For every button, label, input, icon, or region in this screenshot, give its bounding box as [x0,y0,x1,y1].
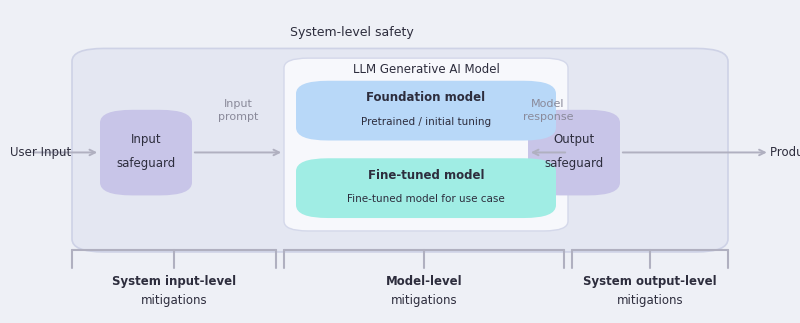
Text: Fine-tuned model for use case: Fine-tuned model for use case [347,194,505,204]
Text: LLM Generative AI Model: LLM Generative AI Model [353,63,500,76]
Text: System input-level: System input-level [112,275,236,287]
Text: Model-level: Model-level [386,275,462,287]
Text: mitigations: mitigations [617,294,683,307]
FancyBboxPatch shape [100,110,192,195]
Text: safeguard: safeguard [544,157,604,170]
Text: Fine-tuned model: Fine-tuned model [368,169,484,182]
FancyBboxPatch shape [284,58,568,231]
FancyBboxPatch shape [528,110,620,195]
Text: User Input: User Input [10,146,71,159]
FancyBboxPatch shape [296,158,556,218]
Text: Input: Input [130,133,162,146]
FancyBboxPatch shape [72,48,728,252]
Text: mitigations: mitigations [141,294,207,307]
Text: Output: Output [554,133,594,146]
Text: safeguard: safeguard [116,157,176,170]
Text: Product Output: Product Output [770,146,800,159]
Text: Pretrained / initial tuning: Pretrained / initial tuning [361,117,491,127]
Text: Foundation model: Foundation model [366,91,486,104]
Text: Model
response: Model response [522,99,574,122]
FancyBboxPatch shape [296,81,556,141]
Text: System-level safety: System-level safety [290,26,414,39]
Text: System output-level: System output-level [583,275,717,287]
Text: Input
prompt: Input prompt [218,99,258,122]
Text: mitigations: mitigations [390,294,458,307]
